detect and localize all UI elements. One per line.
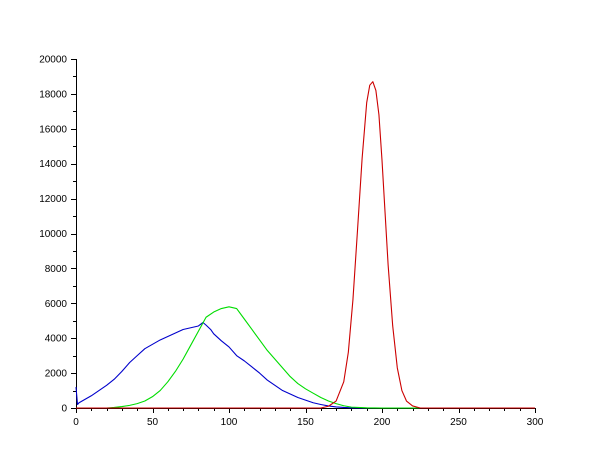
y-tick-label: 12000 bbox=[39, 194, 67, 205]
x-tick-label: 0 bbox=[73, 417, 79, 428]
y-tick-label: 16000 bbox=[39, 124, 67, 135]
tick-labels: 0 50 100 150 200 250 300 0 2000 4000 6000 8000 10000… bbox=[39, 55, 544, 429]
series-lines bbox=[75, 81, 535, 409]
series-line-2 bbox=[76, 306, 535, 409]
x-tick-label: 300 bbox=[527, 417, 544, 428]
y-tick-label: 20000 bbox=[39, 55, 67, 66]
series-line-1 bbox=[75, 321, 535, 409]
y-tick-label: 4000 bbox=[45, 334, 68, 345]
y-tick-label: 14000 bbox=[39, 159, 67, 170]
y-tick-label: 8000 bbox=[45, 264, 68, 275]
x-tick-label: 200 bbox=[374, 417, 391, 428]
y-tick-label: 6000 bbox=[45, 299, 68, 310]
x-tick-label: 150 bbox=[297, 417, 314, 428]
y-tick-label: 10000 bbox=[39, 229, 67, 240]
x-tick-label: 50 bbox=[147, 417, 159, 428]
y-tick-label: 2000 bbox=[45, 369, 68, 380]
x-tick-label: 100 bbox=[221, 417, 238, 428]
x-tick-label: 250 bbox=[450, 417, 467, 428]
axes bbox=[76, 59, 535, 409]
y-tick-label: 18000 bbox=[39, 89, 67, 100]
y-tick-label: 0 bbox=[61, 404, 67, 415]
tick-marks bbox=[71, 59, 536, 413]
series-line-3 bbox=[76, 81, 535, 409]
